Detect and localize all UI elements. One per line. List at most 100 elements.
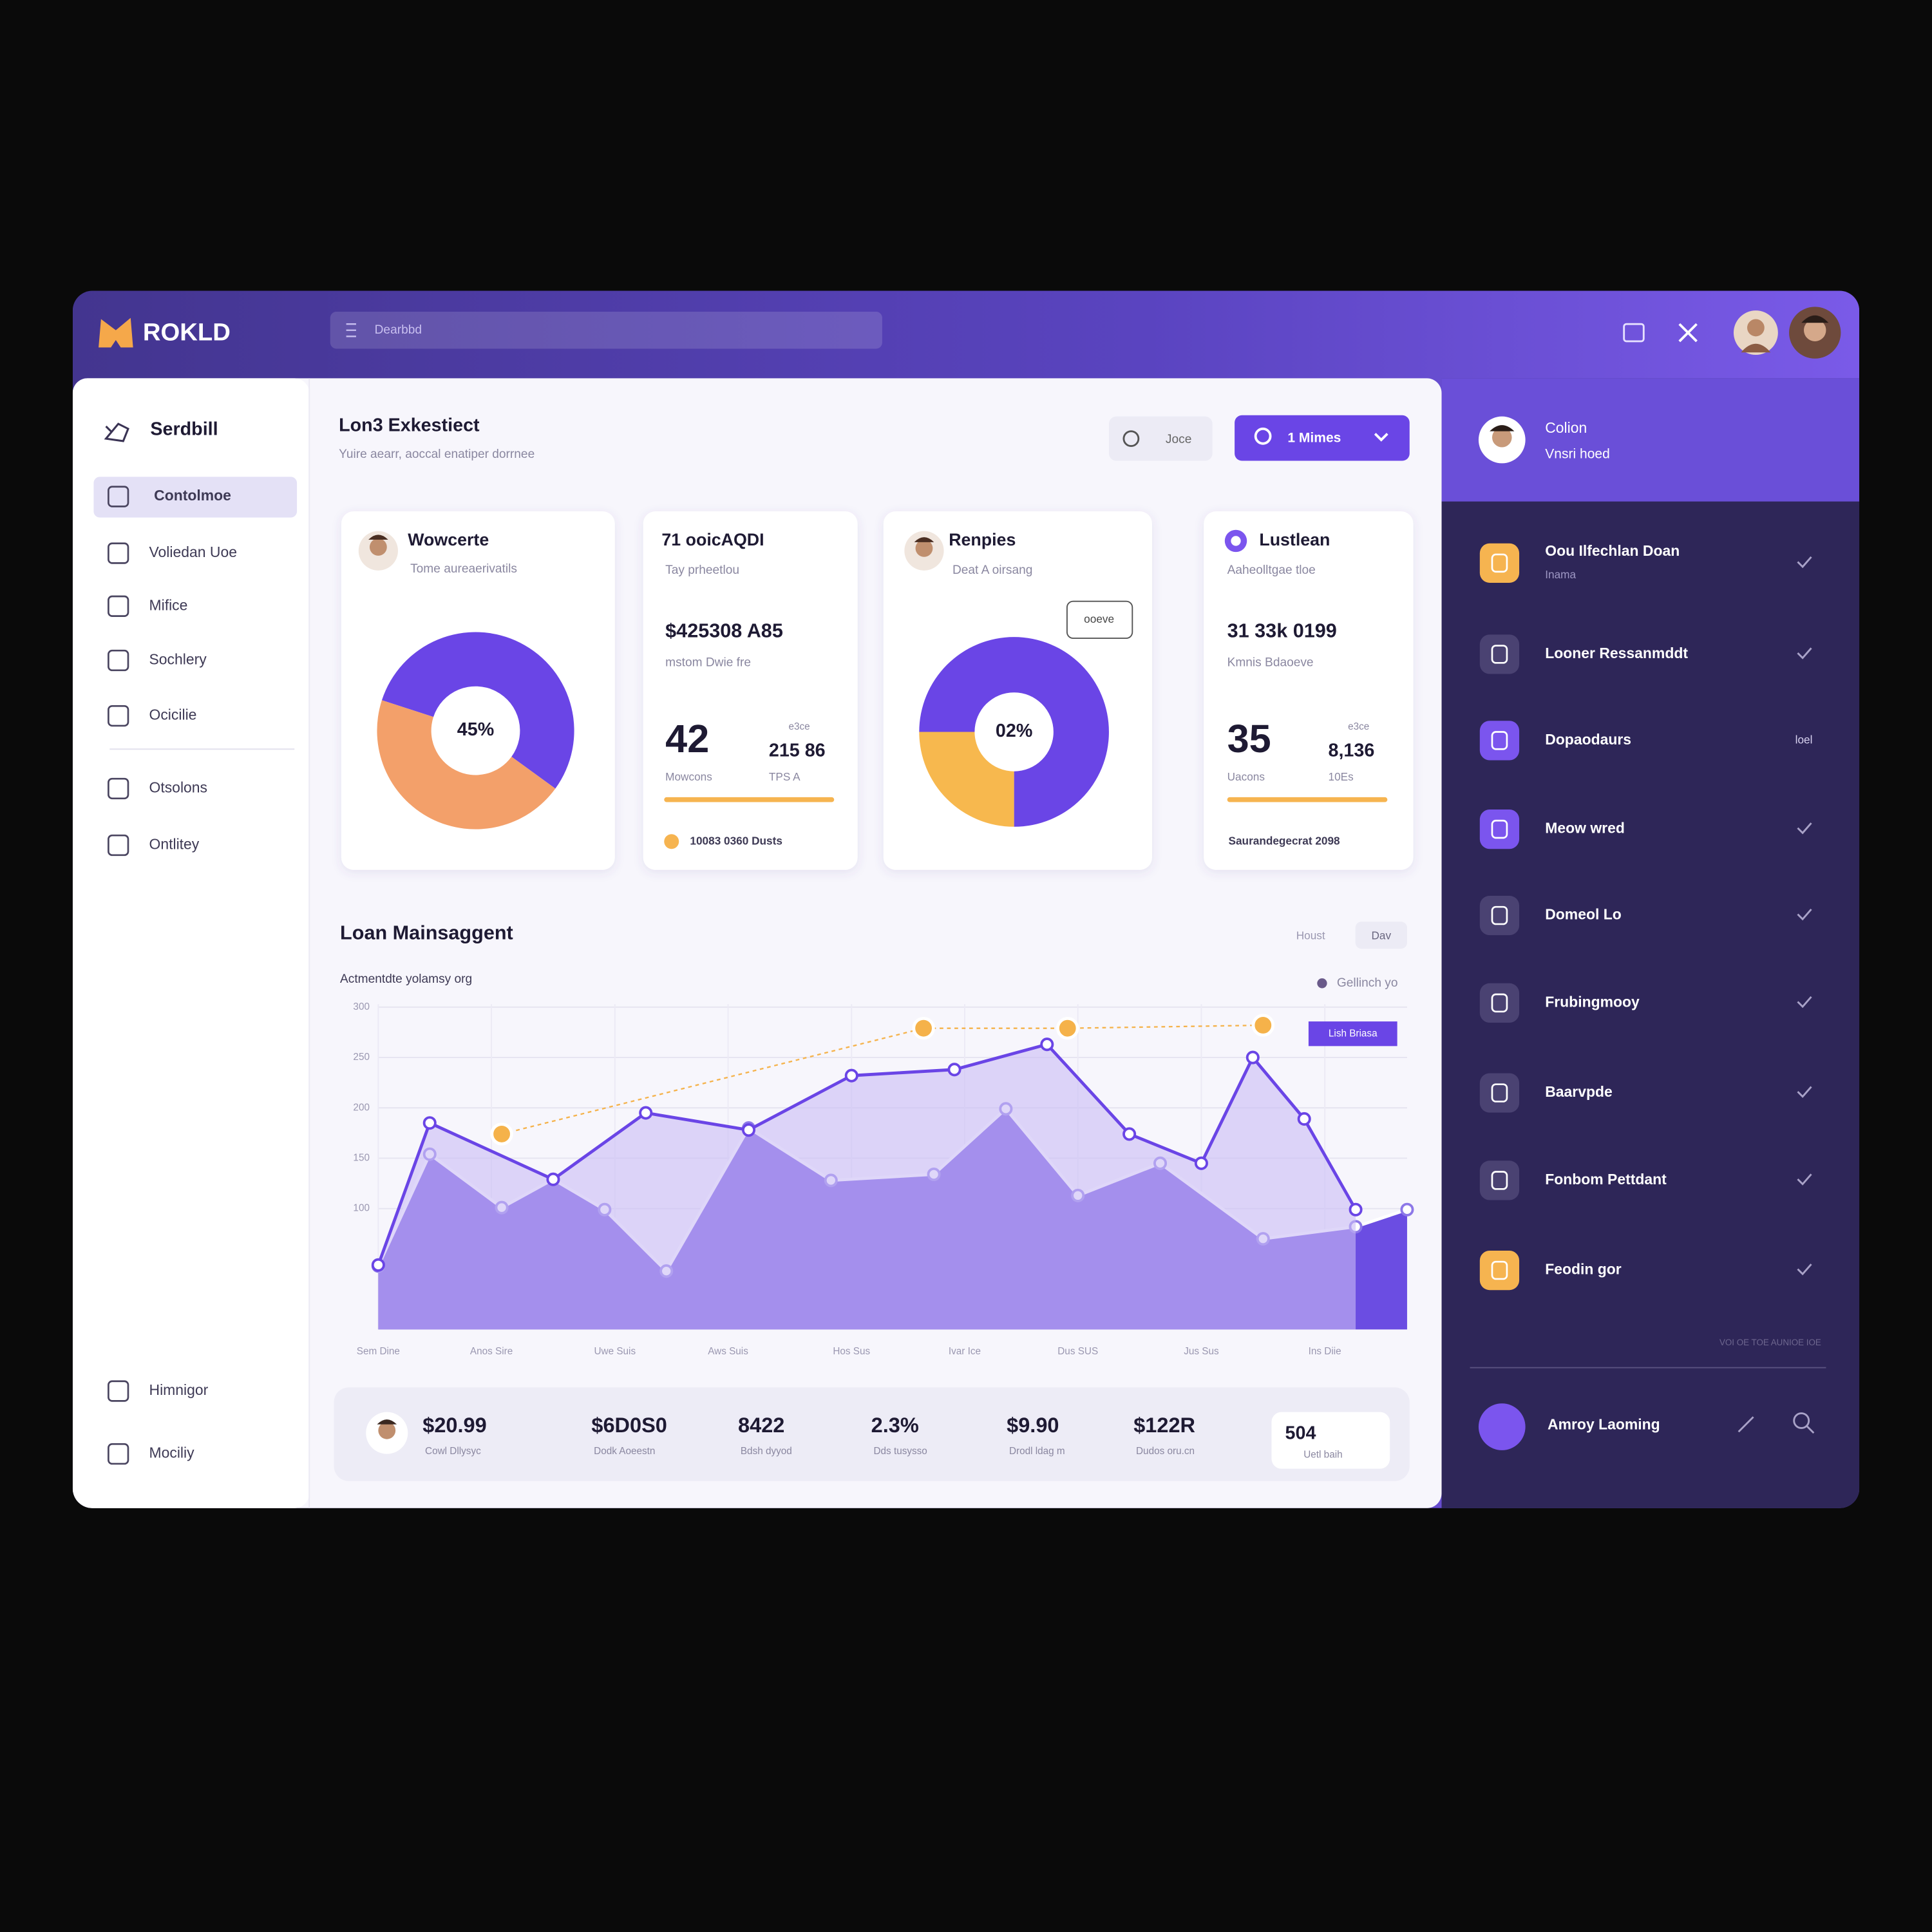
item-title[interactable]: Meow wred (1545, 820, 1625, 837)
amount: 31 33k 0199 (1227, 620, 1337, 642)
count: 42 (665, 717, 709, 761)
menu-item[interactable]: Ocicilie (149, 706, 197, 723)
progress-bar (664, 797, 835, 802)
item-title[interactable]: Baarvpde (1545, 1083, 1613, 1100)
avatar[interactable] (1789, 307, 1841, 359)
point (1400, 1202, 1414, 1217)
line (501, 1024, 1264, 1135)
item-icon[interactable] (1479, 543, 1520, 583)
card-title: Renpies (949, 530, 1016, 549)
summary-value: 504 (1285, 1423, 1316, 1444)
card-title: 71 ooicAQDI (661, 530, 764, 549)
menu-icon (108, 1380, 129, 1402)
item-icon[interactable] (1479, 1073, 1520, 1113)
primary-button[interactable] (1235, 415, 1410, 461)
item-icon[interactable] (1479, 895, 1520, 936)
donut-segment (919, 637, 1109, 827)
chart-tag (1308, 1021, 1397, 1046)
menu-item[interactable]: Voliedan Uoe (149, 544, 237, 560)
item-icon[interactable] (1479, 721, 1520, 761)
y-tick-label: 200 (353, 1102, 370, 1113)
item-icon-glyph (1491, 1260, 1508, 1280)
page-subtitle: Yuire aearr, aoccal enatiper dorrnee (339, 448, 535, 461)
item-title[interactable]: Dopaodaurs (1545, 731, 1631, 748)
y-tick-label: 150 (353, 1153, 370, 1164)
avatar (358, 531, 398, 571)
profile-role: Vnsri hoed (1545, 447, 1610, 462)
avatar (366, 1412, 408, 1454)
menu-item[interactable]: Otsolons (149, 779, 208, 796)
menu-item[interactable]: Sochlery (149, 651, 207, 668)
check-icon (1797, 1264, 1812, 1276)
menu-icon (108, 705, 129, 727)
item-icon[interactable] (1479, 1160, 1520, 1200)
search-icon (1254, 427, 1272, 445)
item-title[interactable]: Looner Ressanmddt (1545, 645, 1688, 661)
x-tick-label: Ivar Ice (949, 1346, 981, 1357)
point (1245, 1050, 1260, 1065)
toggle-label[interactable]: Dav (1371, 929, 1391, 942)
y-tick-label: 250 (353, 1052, 370, 1063)
search-bar[interactable] (330, 312, 882, 349)
chevron (1374, 433, 1388, 442)
summary-label: Dudos oru.cn (1136, 1446, 1195, 1457)
point (912, 1016, 935, 1040)
point (1056, 1016, 1079, 1040)
summary-label: Bdsh dyyod (741, 1446, 792, 1457)
page-title: Lon3 Exkestiect (339, 415, 480, 436)
button-label: 1 Mimes (1287, 431, 1341, 446)
x-tick-label: Sem Dine (357, 1346, 400, 1357)
card-subtitle: Tome aureaerivatils (410, 562, 517, 576)
check-icon (1797, 1173, 1812, 1186)
donut-segment (381, 632, 574, 789)
item-icon-glyph (1491, 731, 1508, 750)
button-label: Joce (1166, 433, 1191, 446)
item-icon[interactable] (1479, 810, 1520, 849)
menu-highlight (93, 477, 298, 518)
item-title[interactable]: Domeol Lo (1545, 906, 1622, 923)
point (1122, 1127, 1137, 1141)
legend-label: Gellinch yo (1337, 976, 1398, 990)
account-name[interactable]: Amroy Laoming (1548, 1416, 1660, 1433)
calendar-icon[interactable] (1623, 323, 1645, 343)
item-title[interactable]: Frubingmooy (1545, 993, 1640, 1010)
toggle[interactable] (1355, 922, 1407, 949)
search-icon[interactable] (1793, 1412, 1810, 1429)
toggle-label[interactable]: Houst (1296, 929, 1325, 942)
item-title[interactable]: Feodin gor (1545, 1261, 1622, 1278)
count-label: Uacons (1227, 770, 1265, 783)
point (741, 1123, 756, 1137)
point (546, 1172, 560, 1186)
card-icon (1231, 536, 1241, 546)
menu-item[interactable]: Himnigor (149, 1381, 209, 1398)
check-icon (1797, 909, 1812, 921)
filter-button[interactable] (1108, 416, 1213, 461)
menu-item[interactable]: Ontlitey (149, 836, 200, 853)
item-icon-glyph (1491, 819, 1508, 839)
item-title[interactable]: Oou Ilfechlan Doan (1545, 542, 1680, 559)
search-icon (1805, 1425, 1815, 1434)
summary-label: Cowl Dllysyc (425, 1446, 481, 1457)
item-icon[interactable] (1479, 634, 1520, 674)
brand-icon (104, 422, 129, 442)
avatar (904, 531, 944, 571)
menu-item[interactable]: Mociliy (149, 1444, 195, 1461)
x-tick-label: Dus SUS (1057, 1346, 1098, 1357)
menu-item[interactable]: Contolmoe (154, 487, 231, 504)
donut-label: 45% (457, 719, 494, 740)
card-subtitle: Tay prheetlou (665, 564, 739, 577)
item-icon[interactable] (1479, 983, 1520, 1023)
item-icon[interactable] (1479, 1250, 1520, 1291)
check-icon (1797, 822, 1812, 835)
item-title[interactable]: Fonbom Pettdant (1545, 1171, 1667, 1188)
avatar[interactable] (1733, 310, 1778, 355)
edit-icon[interactable] (1738, 1416, 1754, 1433)
summary-value: $122R (1133, 1414, 1195, 1437)
point (1349, 1202, 1363, 1217)
amount-note: mstom Dwie fre (665, 656, 751, 669)
amount-note: Kmnis Bdaoeve (1227, 656, 1314, 669)
close-icon[interactable] (1678, 323, 1698, 343)
summary-value: $6D0S0 (591, 1414, 667, 1437)
menu-item[interactable]: Mifice (149, 596, 188, 613)
